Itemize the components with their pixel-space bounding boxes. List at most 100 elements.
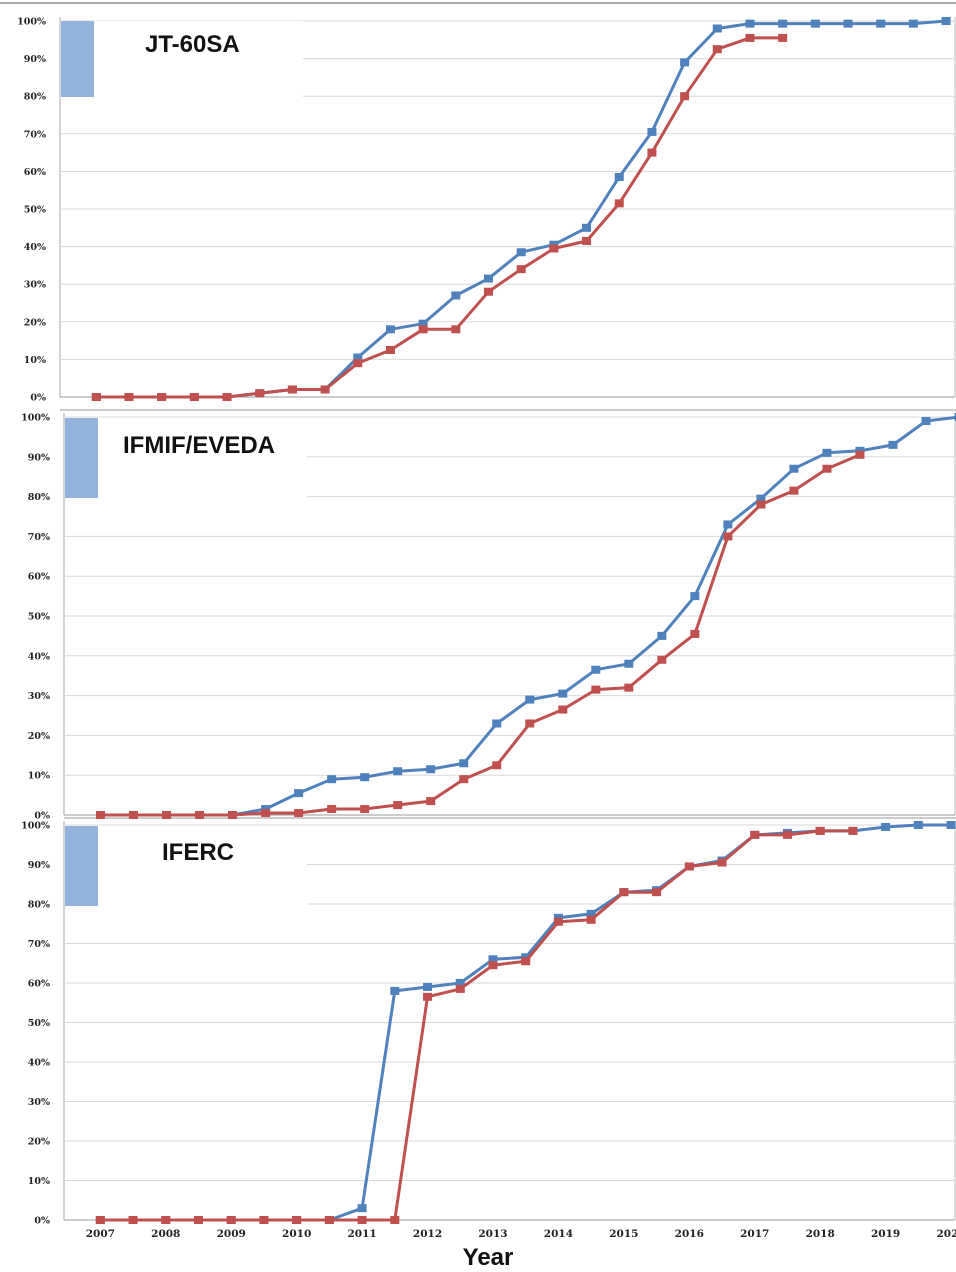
data-point bbox=[558, 689, 568, 698]
data-point bbox=[582, 236, 592, 245]
data-point bbox=[782, 830, 792, 839]
data-point bbox=[810, 19, 820, 28]
data-point bbox=[360, 773, 370, 782]
data-point bbox=[778, 19, 788, 28]
x-tick-label: 2009 bbox=[217, 1228, 246, 1240]
data-point bbox=[652, 888, 662, 897]
series-red bbox=[95, 826, 858, 1224]
data-point bbox=[876, 19, 886, 28]
x-tick-label: 2013 bbox=[478, 1228, 507, 1240]
chart-title: JT-60SA bbox=[145, 31, 240, 58]
data-point bbox=[549, 244, 559, 253]
data-point bbox=[614, 173, 624, 182]
chart-panel-1: 0% 10% 20% 30% 40% 50% 60% 70% 80% 90% 100% JT-60SA bbox=[17, 17, 956, 404]
x-tick-label: 2017 bbox=[740, 1228, 769, 1240]
x-tick-label: 2016 bbox=[675, 1228, 704, 1240]
data-point bbox=[95, 811, 105, 819]
data-point bbox=[294, 789, 304, 798]
y-tick-label: 70% bbox=[24, 129, 46, 140]
data-point bbox=[855, 450, 865, 459]
data-point bbox=[327, 775, 337, 784]
y-tick-label: 100% bbox=[21, 413, 50, 424]
data-point bbox=[261, 809, 271, 818]
data-point bbox=[521, 957, 531, 966]
data-point bbox=[822, 448, 832, 457]
data-point bbox=[423, 982, 433, 991]
y-tick-label: 90% bbox=[28, 452, 50, 463]
data-point bbox=[553, 917, 563, 926]
data-point bbox=[488, 955, 498, 964]
data-point bbox=[680, 92, 690, 101]
y-tick-label: 50% bbox=[24, 205, 46, 216]
data-point bbox=[91, 393, 101, 401]
data-point bbox=[451, 325, 461, 334]
data-point bbox=[226, 1216, 236, 1224]
data-point bbox=[558, 705, 568, 714]
y-tick-label: 40% bbox=[24, 242, 46, 253]
y-tick-label: 10% bbox=[24, 355, 46, 366]
series-line bbox=[100, 453, 861, 817]
data-point bbox=[390, 986, 400, 995]
y-tick-label: 30% bbox=[28, 691, 50, 702]
data-point bbox=[657, 631, 667, 640]
data-point bbox=[657, 655, 667, 664]
data-point bbox=[357, 1204, 367, 1213]
y-tick-label: 60% bbox=[28, 572, 50, 583]
data-point bbox=[418, 325, 428, 334]
y-tick-label: 10% bbox=[28, 771, 50, 782]
data-point bbox=[327, 805, 337, 814]
data-point bbox=[624, 683, 634, 692]
data-point bbox=[492, 719, 502, 728]
data-point bbox=[624, 659, 634, 668]
data-point bbox=[357, 1216, 367, 1224]
y-tick-label: 10% bbox=[28, 1176, 50, 1187]
series-line bbox=[100, 829, 853, 1222]
data-point bbox=[723, 532, 733, 541]
data-point bbox=[385, 325, 395, 334]
data-point bbox=[913, 821, 923, 829]
y-tick-label: 30% bbox=[24, 280, 46, 291]
x-tick-label: 2014 bbox=[544, 1228, 573, 1240]
data-point bbox=[908, 19, 918, 28]
x-tick-label: 2020 bbox=[936, 1228, 956, 1240]
data-point bbox=[843, 19, 853, 28]
legend-backdrop bbox=[67, 418, 307, 498]
y-tick-label: 0% bbox=[34, 811, 50, 822]
x-tick-label: 2007 bbox=[86, 1228, 115, 1240]
legend-swatch bbox=[61, 21, 94, 97]
data-point bbox=[647, 127, 657, 136]
data-point bbox=[426, 765, 436, 774]
data-point bbox=[586, 915, 596, 924]
data-point bbox=[941, 17, 951, 25]
data-point bbox=[815, 826, 825, 835]
y-tick-label: 70% bbox=[28, 532, 50, 543]
legend-swatch bbox=[65, 826, 98, 906]
data-point bbox=[582, 223, 592, 232]
y-tick-label: 60% bbox=[28, 979, 50, 990]
y-tick-label: 100% bbox=[21, 821, 50, 832]
data-point bbox=[680, 58, 690, 67]
y-tick-label: 50% bbox=[28, 612, 50, 623]
data-point bbox=[157, 393, 167, 401]
y-tick-label: 80% bbox=[28, 492, 50, 503]
x-tick-label: 2018 bbox=[806, 1228, 835, 1240]
y-tick-label: 0% bbox=[30, 393, 46, 404]
data-point bbox=[492, 761, 502, 770]
data-point bbox=[259, 1216, 269, 1224]
data-point bbox=[619, 888, 629, 897]
data-point bbox=[822, 464, 832, 473]
chart-title: IFMIF/EVEDA bbox=[123, 432, 275, 459]
y-tick-label: 100% bbox=[17, 17, 46, 28]
series-red bbox=[95, 450, 865, 819]
data-point bbox=[228, 811, 238, 819]
data-point bbox=[946, 821, 956, 829]
data-point bbox=[591, 665, 601, 674]
data-point bbox=[385, 346, 395, 354]
data-point bbox=[750, 830, 760, 839]
data-point bbox=[195, 811, 205, 819]
data-point bbox=[712, 45, 722, 54]
data-point bbox=[426, 797, 436, 806]
x-tick-label: 2015 bbox=[609, 1228, 638, 1240]
data-point bbox=[451, 291, 461, 300]
